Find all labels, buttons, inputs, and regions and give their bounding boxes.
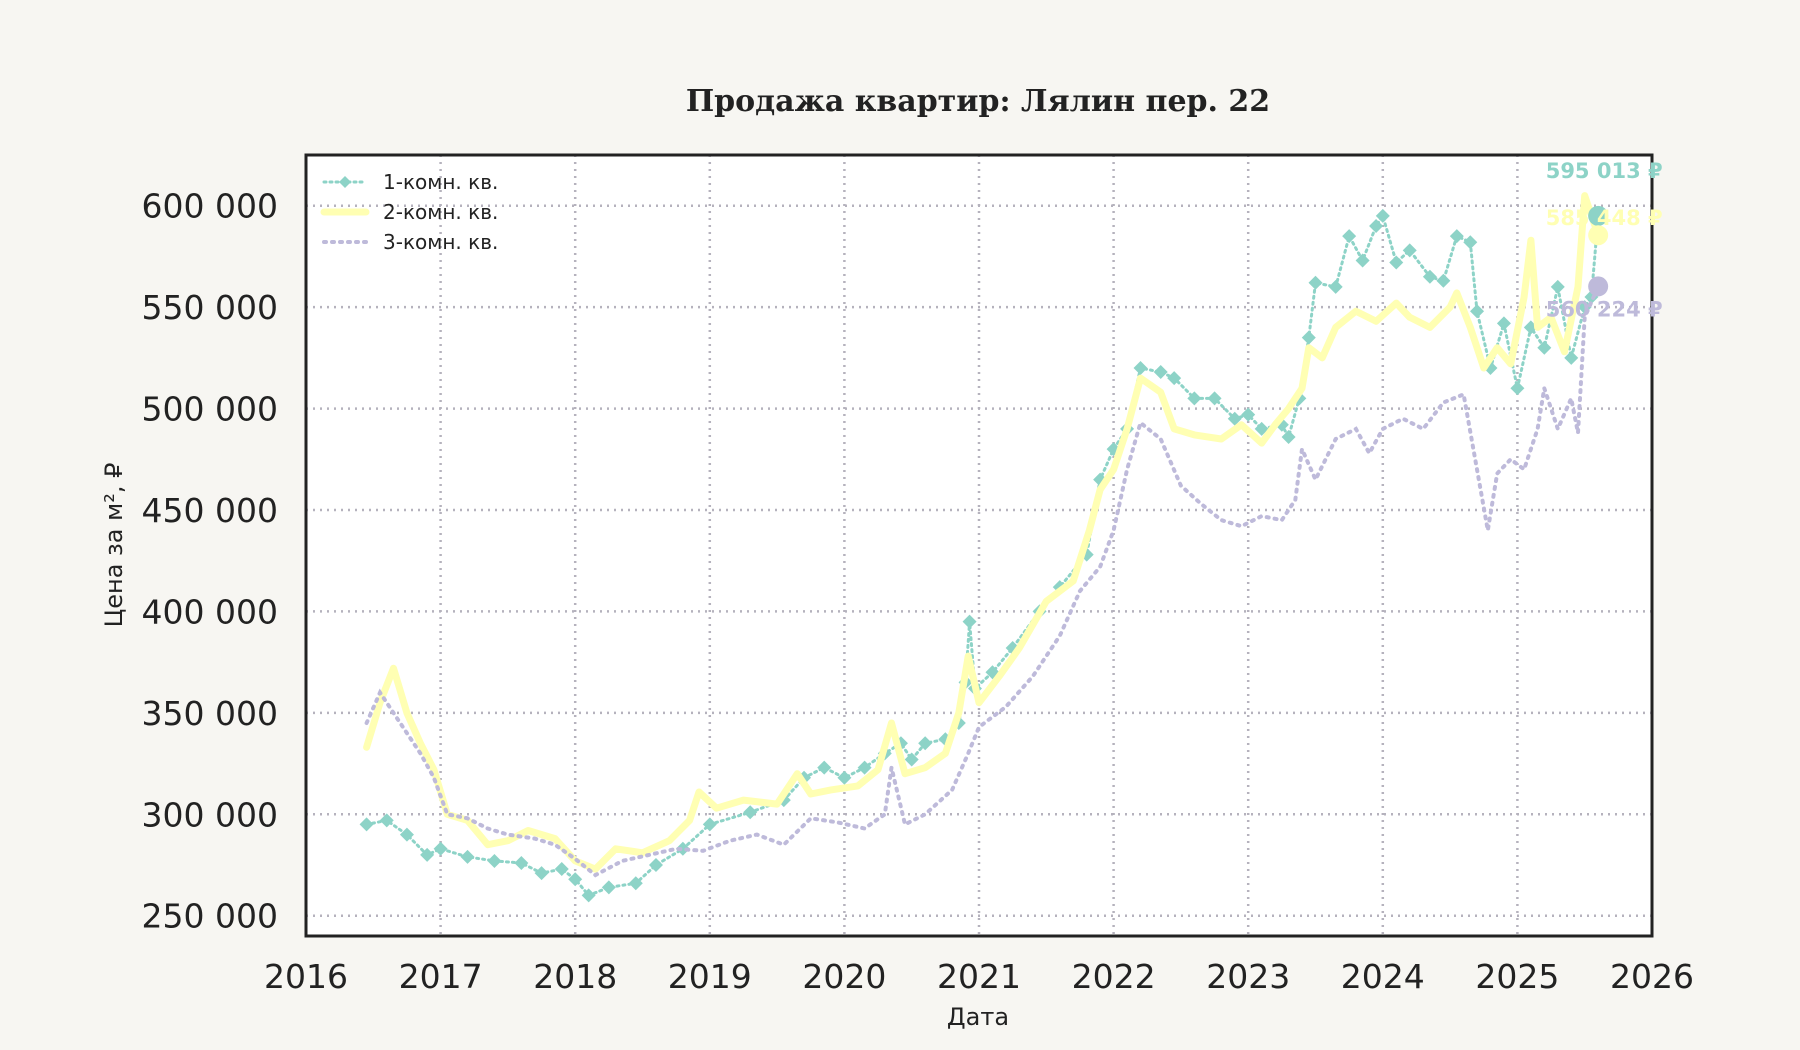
series-1-marker bbox=[568, 872, 583, 887]
y-tick-label: 600 000 bbox=[142, 187, 278, 226]
series-1-marker bbox=[1463, 235, 1478, 250]
x-tick-label: 2016 bbox=[264, 957, 348, 996]
series-1-marker bbox=[460, 849, 475, 864]
x-tick-label: 2026 bbox=[1610, 957, 1694, 996]
series-end-marker-2 bbox=[1588, 225, 1609, 246]
x-tick-label: 2025 bbox=[1475, 957, 1559, 996]
y-tick-label: 350 000 bbox=[142, 694, 278, 733]
series-end-label-1: 595 013 ₽ bbox=[1546, 159, 1663, 183]
series-1-marker bbox=[648, 858, 663, 872]
y-tick-label: 250 000 bbox=[142, 897, 278, 936]
series-end-marker-3 bbox=[1588, 276, 1609, 297]
series-1-marker bbox=[1153, 365, 1168, 380]
legend: 1-комн. кв. 2-комн. кв. 3-комн. кв. bbox=[320, 170, 498, 254]
x-axis-ticks: 2016 2017 2018 2019 2020 2021 2022 2023 2024 2025… bbox=[264, 957, 1694, 996]
series-1-marker bbox=[837, 770, 852, 785]
series-1-marker bbox=[601, 880, 616, 895]
y-tick-label: 550 000 bbox=[142, 288, 278, 327]
end-labels: 595 013 ₽ 585 448 ₽ 560 224 ₽ bbox=[1546, 159, 1663, 322]
series-1-marker bbox=[1422, 269, 1437, 284]
series-1-marker bbox=[359, 817, 374, 832]
x-tick-label: 2020 bbox=[802, 957, 886, 996]
series-1-marker bbox=[702, 817, 717, 832]
series-1-marker bbox=[1550, 279, 1565, 294]
legend-label-3: 3-комн. кв. bbox=[383, 230, 498, 254]
series-1-marker bbox=[675, 841, 690, 856]
y-tick-label: 500 000 bbox=[142, 390, 278, 429]
series-1-marker bbox=[1207, 391, 1222, 406]
legend-label-2: 2-комн. кв. bbox=[383, 200, 498, 224]
series-1-marker bbox=[904, 752, 919, 767]
series-1-marker bbox=[554, 862, 569, 877]
y-axis-label: Цена за м², ₽ bbox=[100, 463, 128, 628]
series-1-marker bbox=[1133, 361, 1148, 375]
series-1-marker bbox=[817, 760, 832, 775]
x-tick-label: 2021 bbox=[937, 957, 1021, 996]
series-1-marker bbox=[433, 841, 448, 856]
legend-marker bbox=[339, 176, 351, 188]
series-1-marker bbox=[534, 866, 549, 881]
series-1-marker bbox=[1308, 275, 1323, 290]
y-tick-label: 450 000 bbox=[142, 491, 278, 530]
series-1-marker bbox=[962, 614, 977, 629]
y-tick-label: 400 000 bbox=[142, 592, 278, 631]
series-1-marker bbox=[487, 853, 502, 868]
series-1-marker bbox=[1470, 304, 1485, 319]
series-1-marker bbox=[743, 805, 758, 820]
series-1-marker bbox=[1436, 273, 1451, 288]
series-1-marker bbox=[857, 760, 872, 775]
series-1-marker bbox=[1241, 407, 1256, 422]
series-1-marker bbox=[1449, 229, 1464, 244]
series-end-label-2: 585 448 ₽ bbox=[1546, 206, 1663, 230]
series-1-marker bbox=[399, 827, 414, 842]
y-tick-label: 300 000 bbox=[142, 795, 278, 834]
series-1-marker bbox=[1328, 279, 1343, 294]
x-tick-label: 2023 bbox=[1206, 957, 1290, 996]
series-1-marker bbox=[1301, 330, 1316, 345]
series-1-marker bbox=[1496, 316, 1511, 331]
x-tick-label: 2017 bbox=[399, 957, 483, 996]
series-1-marker bbox=[918, 736, 933, 751]
legend-label-1: 1-комн. кв. bbox=[383, 170, 498, 194]
series-1-marker bbox=[1342, 229, 1357, 244]
grid bbox=[306, 155, 1652, 936]
series-1-marker bbox=[1187, 391, 1202, 406]
series-layer bbox=[359, 192, 1606, 903]
series-1-marker bbox=[1167, 371, 1182, 386]
series-1-marker bbox=[581, 888, 596, 903]
chart-title: Продажа квартир: Лялин пер. 22 bbox=[686, 84, 1270, 119]
x-tick-label: 2022 bbox=[1072, 957, 1156, 996]
series-1-marker bbox=[1402, 243, 1417, 258]
series-1-marker bbox=[628, 876, 643, 891]
series-1-marker bbox=[1355, 253, 1370, 268]
plot-background bbox=[306, 155, 1652, 936]
series-1-marker bbox=[1510, 381, 1525, 396]
series-1-marker bbox=[514, 855, 529, 870]
series-1-marker bbox=[1537, 340, 1552, 355]
y-axis-ticks: 250 000 300 000 350 000 400 000 450 000 500 0… bbox=[142, 187, 278, 936]
series-1-marker bbox=[1254, 421, 1269, 436]
x-axis-label: Дата bbox=[947, 1003, 1009, 1031]
series-end-label-3: 560 224 ₽ bbox=[1546, 297, 1663, 321]
plot-frame bbox=[304, 153, 1654, 938]
series-1-marker bbox=[1375, 208, 1390, 223]
series-1-marker bbox=[420, 847, 435, 862]
x-tick-label: 2024 bbox=[1341, 957, 1425, 996]
series-1-marker bbox=[1227, 411, 1242, 426]
series-1-marker bbox=[1389, 255, 1404, 270]
series-line-3 bbox=[364, 284, 1601, 878]
series-1-marker bbox=[1281, 429, 1296, 444]
series-1-marker bbox=[1369, 219, 1384, 233]
x-tick-label: 2018 bbox=[533, 957, 617, 996]
series-1-marker bbox=[1564, 350, 1579, 365]
series-end-marker-1 bbox=[1588, 205, 1609, 226]
series-1-marker bbox=[379, 813, 394, 828]
x-tick-label: 2019 bbox=[668, 957, 752, 996]
